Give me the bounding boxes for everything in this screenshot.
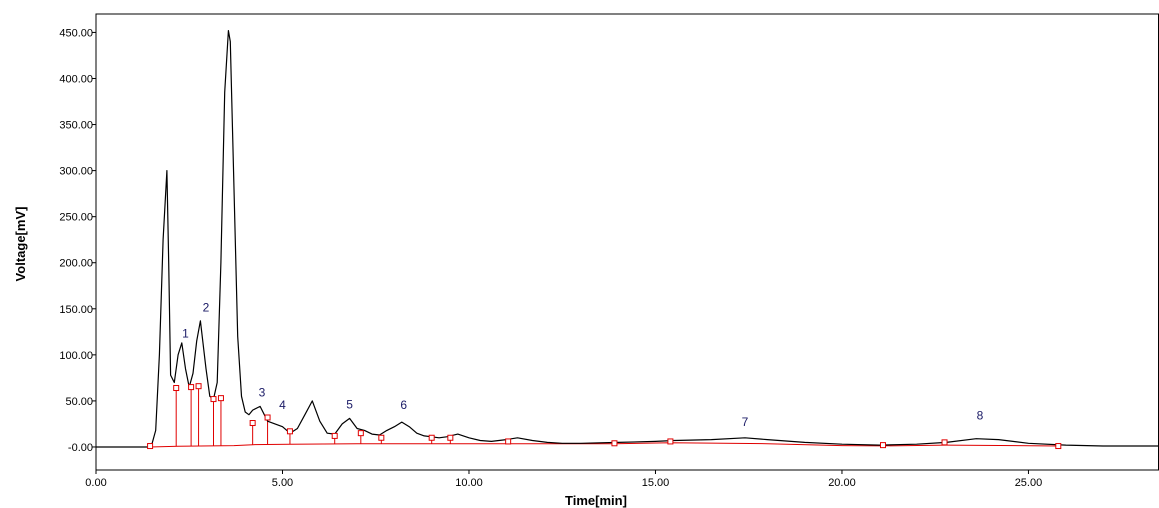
integration-marker [357,430,364,437]
integration-marker [217,395,224,402]
y-tick-label: 400.00 [59,73,93,85]
y-tick-label: 450.00 [59,27,93,39]
peak-label: 3 [259,385,266,399]
integration-marker [378,434,385,441]
integration-marker [941,439,948,446]
y-tick-label: 50.00 [65,396,93,408]
x-tick-label: 20.00 [828,477,856,489]
x-tick-label: 10.00 [455,477,483,489]
y-tick-label: 100.00 [59,350,93,362]
peak-label: 1 [182,326,189,340]
integration-marker [188,384,195,391]
x-axis-ticks: 0.00 5.00 10.00 15.00 20.00 25.00 [85,470,1042,489]
peak-label: 4 [279,398,286,412]
y-axis-title: Voltage[mV] [13,207,28,282]
x-axis-title: Time[min] [565,493,627,508]
y-tick-label: 150.00 [59,304,93,316]
y-tick-label: 350.00 [59,120,93,132]
x-tick-label: 5.00 [272,477,293,489]
integration-marker [447,434,454,441]
chromatogram-traces [96,30,1159,448]
y-tick-label: 250.00 [59,212,93,224]
integration-marker [1055,443,1062,450]
integration-marker [173,385,180,392]
x-tick-label: 15.00 [642,477,670,489]
y-tick-label: -0.00 [68,442,93,454]
peak-label: 8 [977,408,984,422]
signal-trace [96,30,1159,448]
integration-droplines [149,386,946,447]
integration-marker [249,420,256,427]
integration-marker [147,443,154,450]
y-tick-label: 200.00 [59,258,93,270]
peak-label: 2 [203,301,210,315]
integration-markers [147,383,1062,450]
integration-marker [667,438,674,445]
integration-marker [428,434,435,441]
integration-marker [286,428,293,435]
integration-marker [879,442,886,449]
y-axis-ticks: -0.00 50.00 100.00 150.00 200.00 250.00 300.00… [59,27,96,454]
peak-label: 5 [346,397,353,411]
integration-marker [611,440,618,447]
integration-marker [264,414,271,421]
integration-marker [331,432,338,439]
axes [95,13,1159,471]
integration-marker [210,396,217,403]
integration-marker [195,383,202,390]
peak-label: 7 [742,415,749,429]
peak-label: 6 [400,398,407,412]
y-tick-label: 300.00 [59,166,93,178]
x-tick-label: 25.00 [1015,477,1043,489]
x-tick-label: 0.00 [85,477,106,489]
plot-frame [95,13,1159,471]
integration-marker [505,438,512,445]
